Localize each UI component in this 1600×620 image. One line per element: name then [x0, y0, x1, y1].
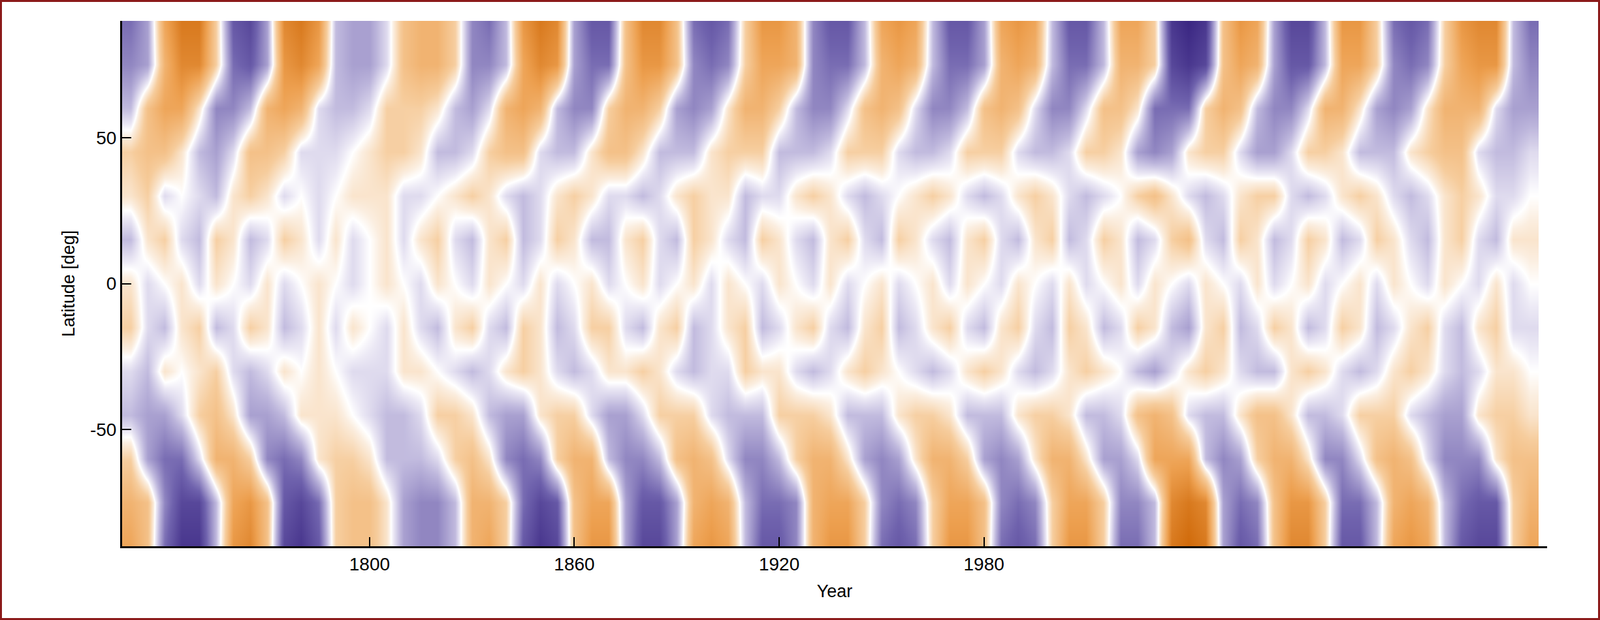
svg-text:Latitude [deg]: Latitude [deg] — [58, 230, 79, 338]
svg-text:-50: -50 — [90, 419, 117, 441]
svg-text:50: 50 — [96, 128, 117, 149]
svg-text:0: 0 — [106, 273, 117, 294]
svg-text:1980: 1980 — [963, 554, 1005, 575]
svg-text:1920: 1920 — [758, 554, 800, 575]
svg-text:1860: 1860 — [553, 554, 595, 575]
svg-text:1800: 1800 — [349, 554, 390, 575]
svg-text:Year: Year — [816, 581, 853, 602]
